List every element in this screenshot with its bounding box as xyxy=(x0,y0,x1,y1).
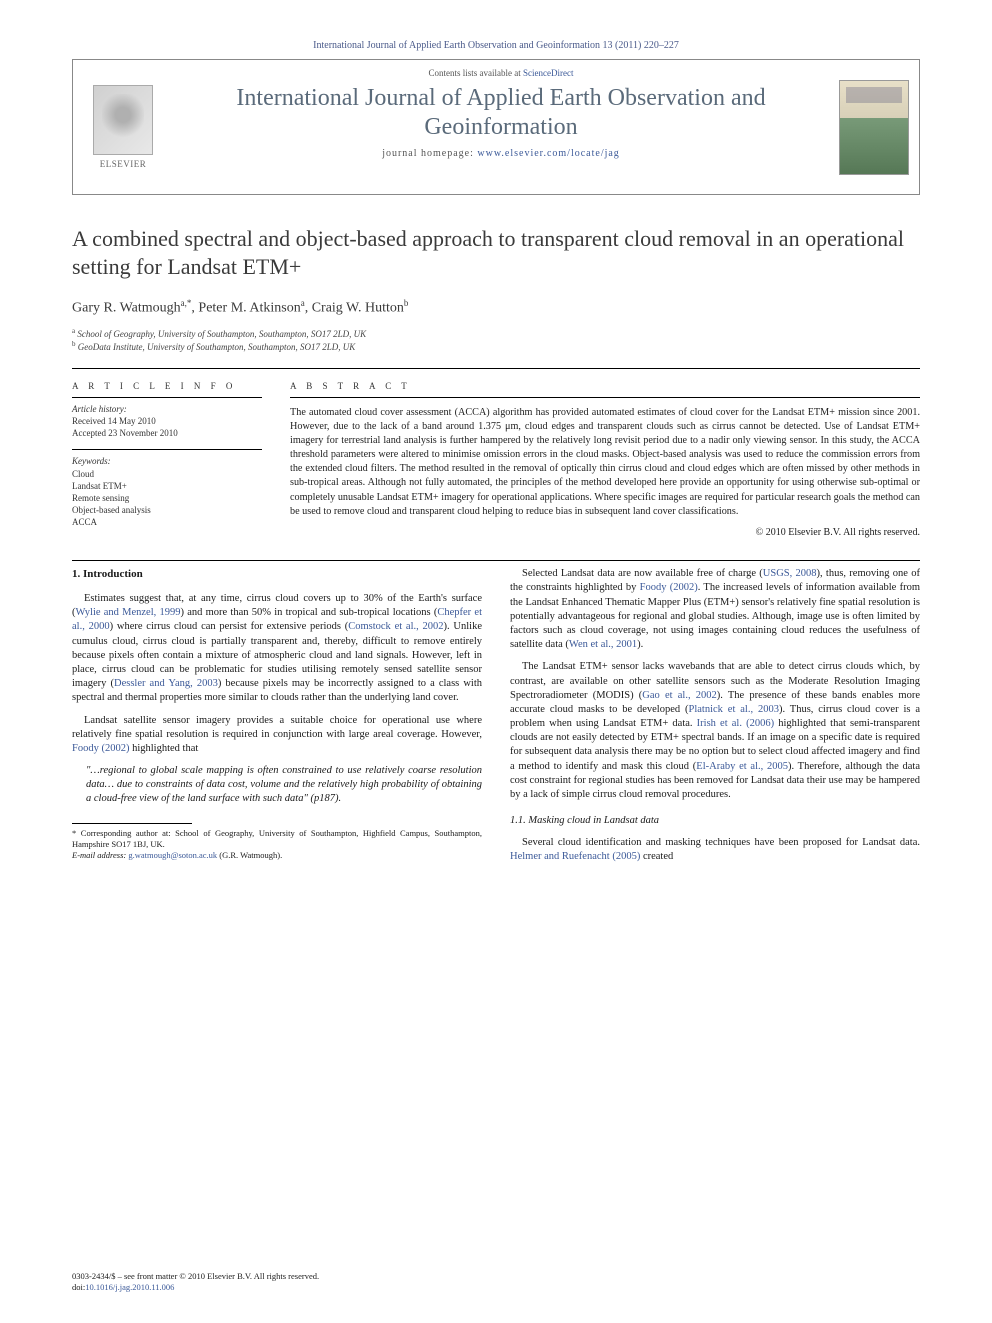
journal-title: International Journal of Applied Earth O… xyxy=(185,84,817,142)
publisher-name: ELSEVIER xyxy=(100,159,147,169)
article-history: Article history: Received 14 May 2010 Ac… xyxy=(72,397,262,439)
cite-helmer[interactable]: Helmer and Ruefenacht (2005) xyxy=(510,851,640,862)
keyword-5: ACCA xyxy=(72,516,262,528)
affiliations: a School of Geography, University of Sou… xyxy=(72,327,920,354)
para-3: Selected Landsat data are now available … xyxy=(510,567,920,652)
abstract-heading: a b s t r a c t xyxy=(290,381,920,391)
cite-elaraby[interactable]: El-Araby et al., 2005 xyxy=(696,761,788,772)
p1b: ) and more than 50% in tropical and sub-… xyxy=(181,607,438,618)
sciencedirect-link[interactable]: ScienceDirect xyxy=(523,68,573,78)
cover-thumbnail-block xyxy=(829,60,919,194)
section-1-1-heading: 1.1. Masking cloud in Landsat data xyxy=(510,814,920,828)
keyword-4: Object-based analysis xyxy=(72,504,262,516)
email-who: (G.R. Watmough). xyxy=(217,850,282,860)
received-date: Received 14 May 2010 xyxy=(72,415,262,427)
contents-prefix: Contents lists available at xyxy=(429,68,523,78)
cite-wen[interactable]: Wen et al., 2001 xyxy=(569,639,637,650)
contents-available: Contents lists available at ScienceDirec… xyxy=(429,68,574,78)
para-4: The Landsat ETM+ sensor lacks wavebands … xyxy=(510,660,920,802)
keyword-3: Remote sensing xyxy=(72,492,262,504)
author-list: Gary R. Watmougha,*, Peter M. Atkinsona,… xyxy=(72,298,920,317)
para-1: Estimates suggest that, at any time, cir… xyxy=(72,592,482,705)
p1c: ) where cirrus cloud can persist for ext… xyxy=(110,621,349,632)
keywords-block: Keywords: Cloud Landsat ETM+ Remote sens… xyxy=(72,449,262,528)
abstract-copyright: © 2010 Elsevier B.V. All rights reserved… xyxy=(290,527,920,538)
masthead-center: Contents lists available at ScienceDirec… xyxy=(173,60,829,194)
corresponding-author: * Corresponding author at: School of Geo… xyxy=(72,828,482,850)
author-2: , Peter M. Atkinson xyxy=(191,301,300,316)
cite-foody2[interactable]: Foody (2002) xyxy=(640,582,698,593)
info-abstract-row: a r t i c l e i n f o Article history: R… xyxy=(72,381,920,538)
doi-link[interactable]: 10.1016/j.jag.2010.11.006 xyxy=(85,1282,174,1292)
author-1-sup: a,* xyxy=(181,298,192,308)
body-columns: 1. Introduction Estimates suggest that, … xyxy=(72,567,920,872)
journal-homepage: journal homepage: www.elsevier.com/locat… xyxy=(382,148,620,159)
rule-top xyxy=(72,368,920,369)
doi-line: doi:10.1016/j.jag.2010.11.006 xyxy=(72,1282,319,1293)
email-link[interactable]: g.watmough@soton.ac.uk xyxy=(128,850,217,860)
keyword-2: Landsat ETM+ xyxy=(72,480,262,492)
keywords-label: Keywords: xyxy=(72,455,262,467)
p5b: created xyxy=(640,851,673,862)
email-line: E-mail address: g.watmough@soton.ac.uk (… xyxy=(72,850,482,861)
cite-dessler[interactable]: Dessler and Yang, 2003 xyxy=(114,678,218,689)
cite-platnick[interactable]: Platnick et al., 2003 xyxy=(689,704,779,715)
cite-comstock[interactable]: Comstock et al., 2002 xyxy=(348,621,443,632)
para-5: Several cloud identification and masking… xyxy=(510,836,920,864)
homepage-link[interactable]: www.elsevier.com/locate/jag xyxy=(477,148,619,159)
elsevier-tree-icon xyxy=(93,85,153,155)
affil-b: GeoData Institute, University of Southam… xyxy=(76,342,356,352)
journal-masthead: ELSEVIER Contents lists available at Sci… xyxy=(72,59,920,195)
homepage-prefix: journal homepage: xyxy=(382,148,477,159)
email-label: E-mail address: xyxy=(72,850,128,860)
keyword-1: Cloud xyxy=(72,468,262,480)
p3d: ). xyxy=(637,639,643,650)
p3a: Selected Landsat data are now available … xyxy=(522,568,763,579)
cite-irish[interactable]: Irish et al. (2006) xyxy=(697,718,774,729)
blockquote: "…regional to global scale mapping is of… xyxy=(86,764,482,807)
article-info-heading: a r t i c l e i n f o xyxy=(72,381,262,391)
article-info-column: a r t i c l e i n f o Article history: R… xyxy=(72,381,262,538)
running-header: International Journal of Applied Earth O… xyxy=(72,40,920,51)
author-3-sup: b xyxy=(404,298,409,308)
left-column: 1. Introduction Estimates suggest that, … xyxy=(72,567,482,872)
history-label: Article history: xyxy=(72,403,262,415)
p5a: Several cloud identification and masking… xyxy=(522,837,920,848)
p2a: Landsat satellite sensor imagery provide… xyxy=(72,715,482,740)
article-title: A combined spectral and object-based app… xyxy=(72,225,920,280)
footnote-rule xyxy=(72,823,192,824)
journal-cover-icon xyxy=(839,80,909,175)
publisher-logo-block: ELSEVIER xyxy=(73,60,173,194)
right-column: Selected Landsat data are now available … xyxy=(510,567,920,872)
doi-prefix: doi: xyxy=(72,1282,85,1292)
cite-gao[interactable]: Gao et al., 2002 xyxy=(642,690,716,701)
para-2: Landsat satellite sensor imagery provide… xyxy=(72,714,482,757)
cite-usgs[interactable]: USGS, 2008 xyxy=(763,568,817,579)
cite-foody[interactable]: Foody (2002) xyxy=(72,743,129,754)
p2b: highlighted that xyxy=(129,743,198,754)
affil-a: School of Geography, University of South… xyxy=(75,329,366,339)
author-1: Gary R. Watmough xyxy=(72,301,181,316)
page-footer: 0303-2434/$ – see front matter © 2010 El… xyxy=(72,1271,319,1293)
cite-wylie[interactable]: Wylie and Menzel, 1999 xyxy=(76,607,181,618)
front-matter-line: 0303-2434/$ – see front matter © 2010 El… xyxy=(72,1271,319,1282)
accepted-date: Accepted 23 November 2010 xyxy=(72,427,262,439)
abstract-text: The automated cloud cover assessment (AC… xyxy=(290,397,920,519)
section-1-heading: 1. Introduction xyxy=(72,567,482,582)
rule-bottom xyxy=(72,560,920,561)
abstract-column: a b s t r a c t The automated cloud cove… xyxy=(290,381,920,538)
author-3: , Craig W. Hutton xyxy=(305,301,404,316)
footnotes: * Corresponding author at: School of Geo… xyxy=(72,828,482,861)
